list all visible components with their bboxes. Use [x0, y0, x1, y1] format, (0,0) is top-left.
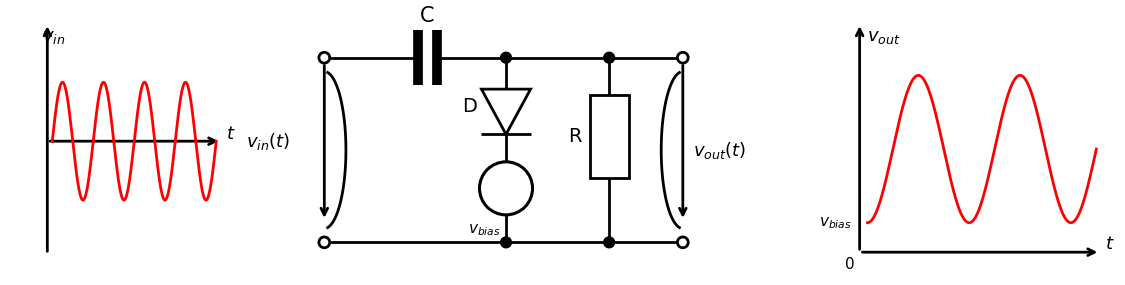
Text: R: R — [568, 127, 582, 146]
Text: $v_{in}(t)$: $v_{in}(t)$ — [245, 131, 290, 152]
Circle shape — [604, 237, 614, 248]
Text: D: D — [461, 97, 477, 116]
Circle shape — [677, 237, 688, 248]
Circle shape — [318, 237, 330, 248]
Text: $t$: $t$ — [226, 125, 236, 143]
Circle shape — [604, 52, 614, 63]
Bar — [590, 95, 629, 178]
Text: $v_{out}$: $v_{out}$ — [867, 28, 901, 46]
Circle shape — [501, 237, 512, 248]
Text: $v_{in}$: $v_{in}$ — [43, 28, 65, 46]
Circle shape — [479, 162, 532, 215]
Text: $v_{bias}$: $v_{bias}$ — [468, 223, 501, 239]
Text: $t$: $t$ — [1105, 235, 1115, 253]
Text: $v_{out}(t)$: $v_{out}(t)$ — [693, 140, 746, 160]
Text: 0: 0 — [845, 257, 855, 272]
Text: $v_{bias}$: $v_{bias}$ — [819, 215, 852, 231]
Circle shape — [677, 52, 688, 63]
Circle shape — [318, 52, 330, 63]
Text: C: C — [421, 6, 434, 26]
Circle shape — [501, 52, 512, 63]
